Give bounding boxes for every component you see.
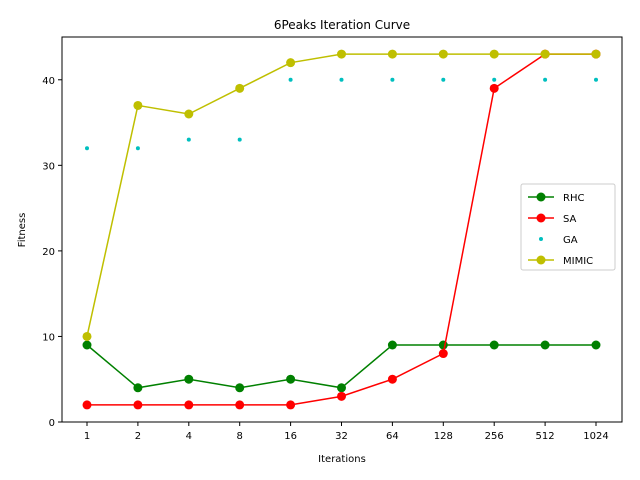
data-point [441,77,446,82]
data-point [286,374,296,384]
x-tick-label: 256 [485,431,504,442]
x-tick-label: 16 [284,431,297,442]
data-point [286,58,296,68]
y-tick-label: 30 [42,161,55,172]
data-point [543,77,548,82]
data-point [387,374,397,384]
y-tick-label: 20 [42,247,55,258]
legend-label: MIMIC [563,256,593,267]
data-point [492,77,497,82]
data-point [235,83,245,93]
x-tick-label: 128 [434,431,453,442]
x-tick-label: 512 [536,431,555,442]
chart-title: 6Peaks Iteration Curve [274,18,410,32]
data-point [387,49,397,59]
legend-item: GA [539,235,578,246]
x-tick-label: 1 [84,431,90,442]
x-tick-label: 32 [335,431,348,442]
data-point [184,109,194,119]
legend-box [520,183,616,271]
data-point [133,100,143,110]
data-point [133,400,143,410]
x-tick-label: 4 [186,431,192,442]
data-point [591,49,601,59]
legend-marker [539,237,543,241]
y-tick-label: 0 [49,418,55,429]
data-point [235,400,245,410]
series-mimic [82,49,601,341]
data-point [438,340,448,350]
data-point [489,83,499,93]
data-point [438,349,448,359]
legend-marker [536,213,546,223]
data-point [82,331,92,341]
data-point [540,340,550,350]
x-axis-label: Iterations [318,454,366,465]
data-point [339,77,344,82]
x-tick-label: 2 [135,431,141,442]
data-point [186,137,191,142]
data-point [237,137,242,142]
data-point [390,77,395,82]
legend-label: GA [563,235,578,246]
data-point [337,383,346,393]
x-tick-label: 64 [386,431,399,442]
series-sa [82,49,601,410]
data-point [489,340,499,350]
legend-item: MIMIC [528,255,593,267]
y-axis-label: Fitness [17,213,28,248]
data-point [540,49,550,59]
x-tick-label: 1024 [583,431,608,442]
data-point [337,391,346,401]
data-point [594,77,598,82]
data-point [489,49,499,59]
data-point [82,340,92,350]
legend-label: SA [563,214,577,225]
legend-marker [536,192,546,202]
x-tick-label: 8 [237,431,243,442]
y-tick-label: 10 [42,332,55,343]
data-point [85,146,89,151]
data-point [235,383,245,393]
x-axis: 1 2 4 8 16 32 64 128 256 512 1024 [84,422,609,442]
legend: RHC SA GA MIMIC [520,183,616,271]
data-point [184,400,194,410]
data-point [438,49,448,59]
data-point [337,49,346,59]
series-line [87,53,596,406]
y-axis: 0 10 20 30 40 [42,76,62,429]
legend-marker [536,255,546,265]
legend-item: SA [528,213,577,225]
series-line [86,53,596,337]
data-point [135,146,140,151]
data-point [387,340,397,350]
data-point [184,374,194,384]
y-tick-label: 40 [42,76,55,87]
data-point [82,400,92,410]
data-point [591,340,601,350]
legend-item: RHC [528,192,584,204]
series-ga [85,77,598,151]
data-point [133,383,143,393]
series-line [86,344,596,389]
data-point [286,400,296,410]
series-rhc [82,340,601,393]
data-point [288,77,293,82]
legend-label: RHC [563,193,584,204]
series-layer [82,49,601,410]
